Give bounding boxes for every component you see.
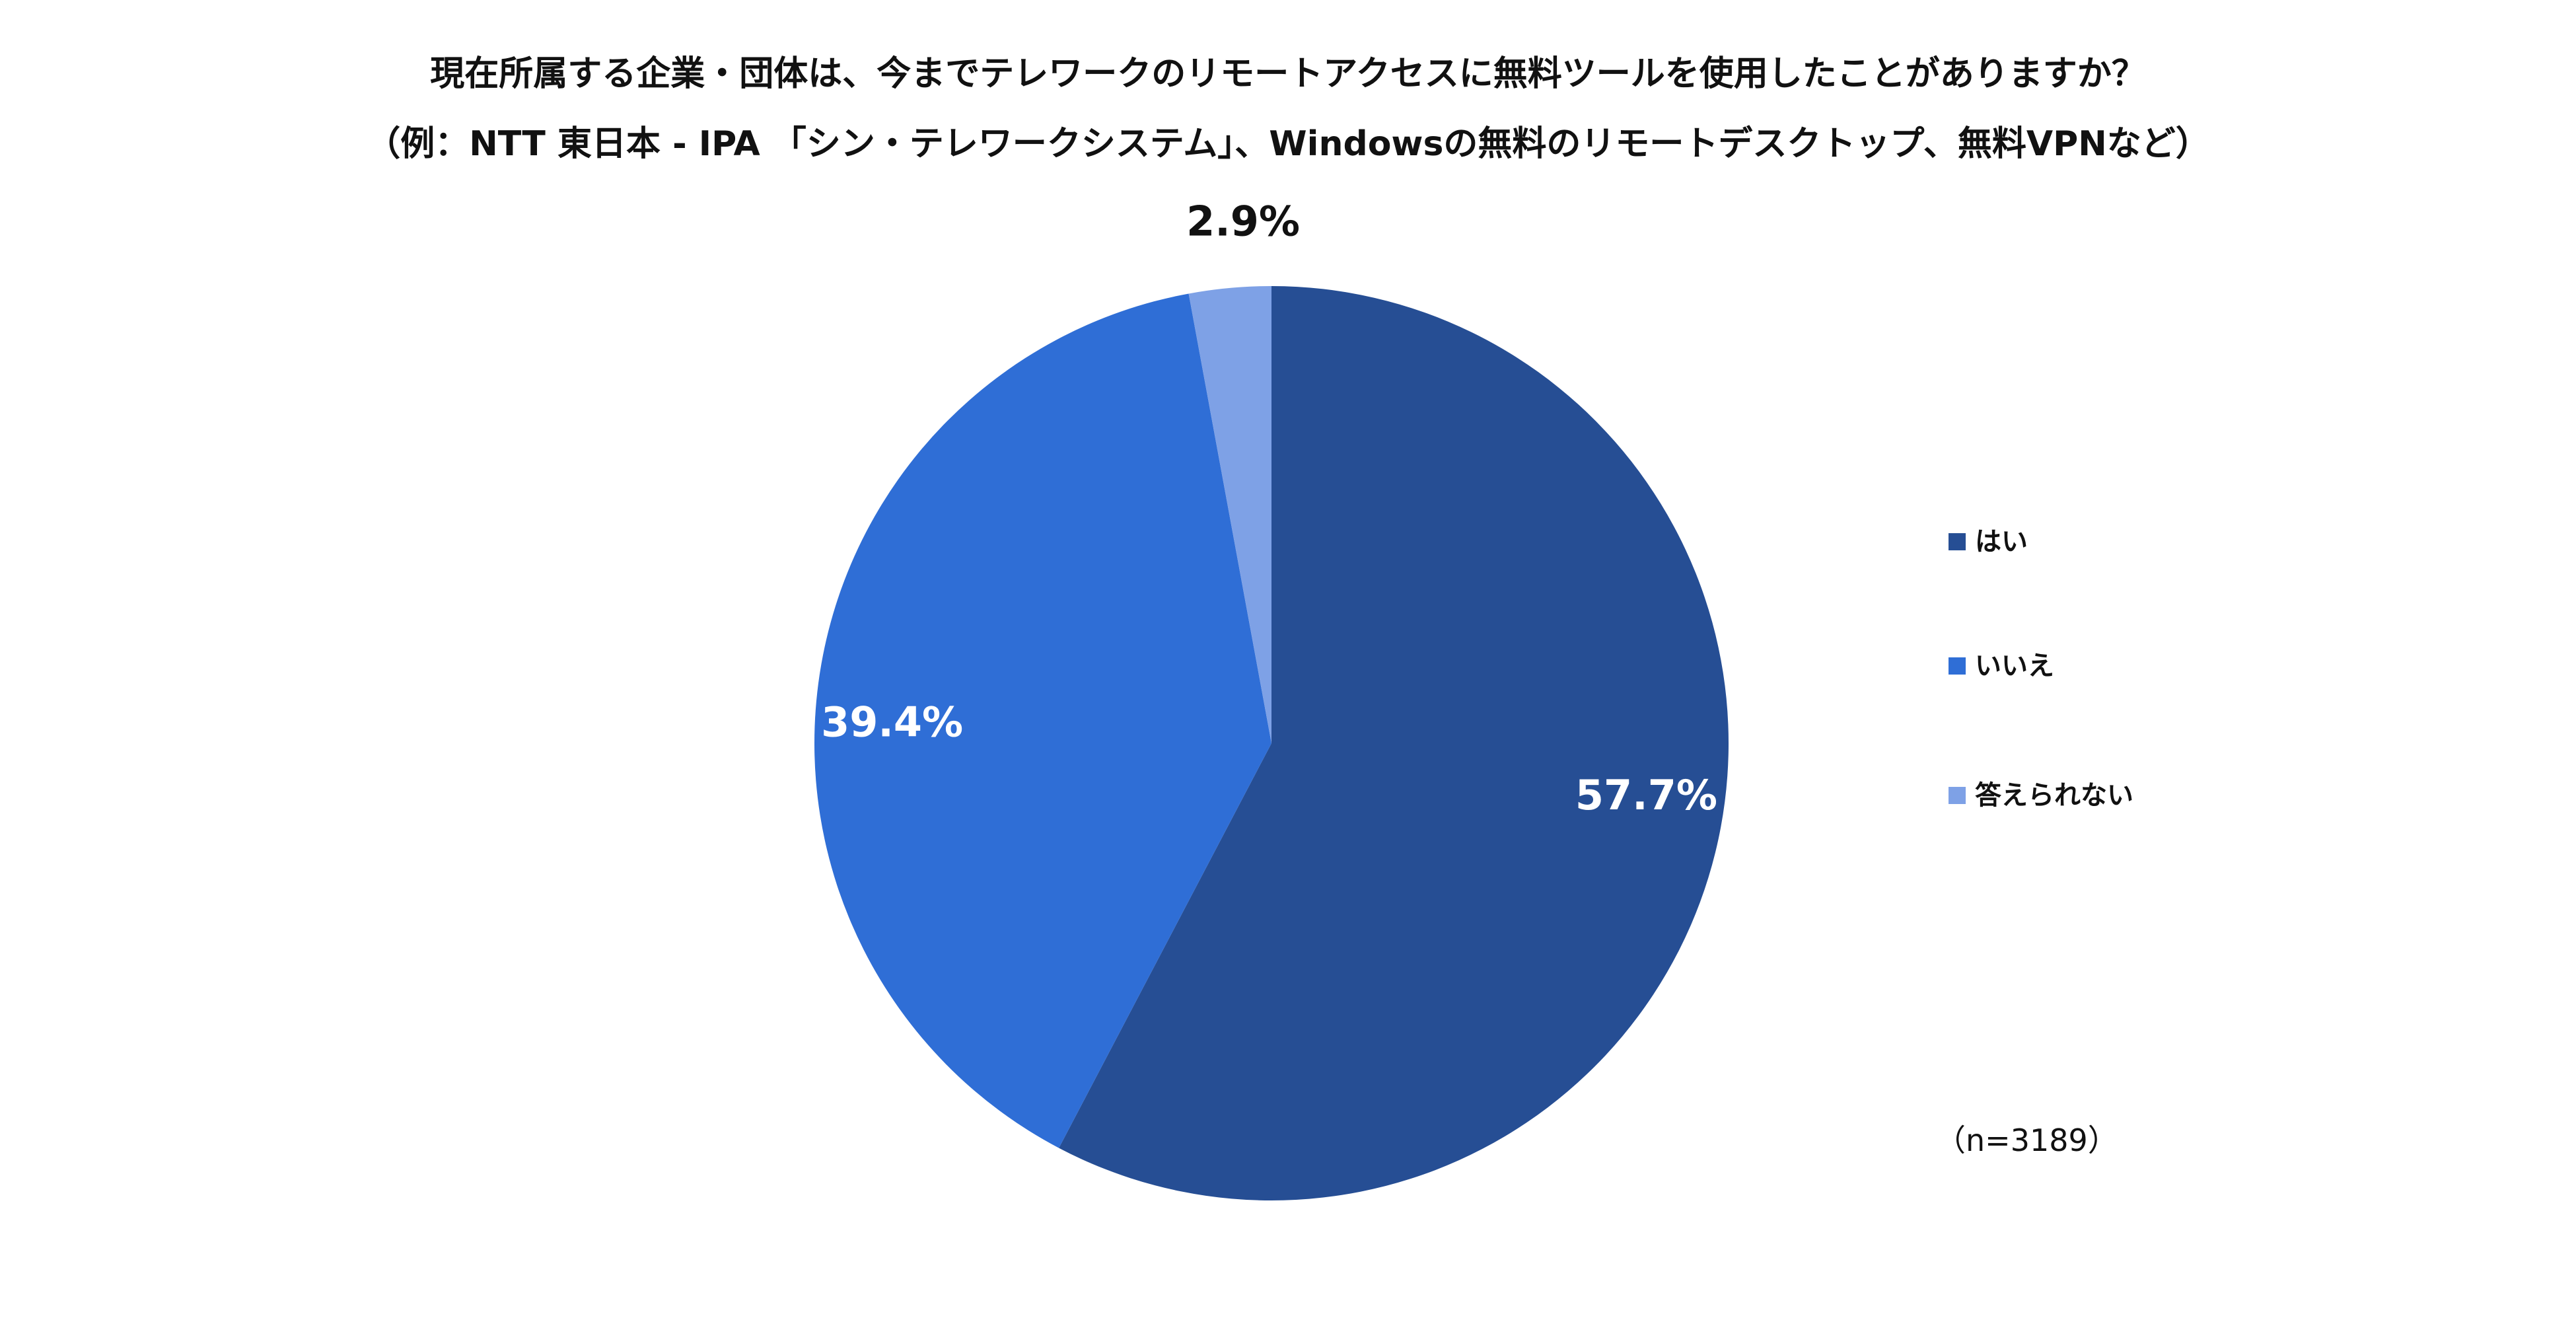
data-label-cannot-answer: 2.9%: [1186, 198, 1300, 246]
legend-swatch-no: [1949, 657, 1966, 675]
chart-title-line-2: （例：NTT 東日本 - IPA 「シン・テレワークシステム」、Windowsの…: [366, 124, 2210, 164]
legend-item-cannot-answer: 答えられない: [1949, 776, 2133, 815]
legend-swatch-cannot-answer: [1949, 787, 1966, 804]
pie-slice-no: [814, 293, 1271, 1148]
pie-slice-yes: [1059, 286, 1729, 1201]
legend-swatch-yes: [1949, 533, 1966, 550]
legend-label-no: いいえ: [1975, 651, 2054, 681]
legend-item-no: いいえ: [1949, 646, 2054, 686]
chart-title-line-1: 現在所属する企業・団体は、今までテレワークのリモートアクセスに無料ツールを使用し…: [430, 54, 2146, 94]
data-label-yes: 57.7%: [1575, 771, 1717, 819]
legend-item-yes: はい: [1949, 522, 2028, 562]
legend-label-cannot-answer: 答えられない: [1975, 780, 2133, 811]
sample-size-note: （n=3189）: [1935, 1122, 2118, 1158]
legend-label-yes: はい: [1975, 527, 2028, 557]
data-label-no: 39.4%: [821, 698, 963, 746]
pie-slice-cannot-answer: [1188, 286, 1271, 743]
